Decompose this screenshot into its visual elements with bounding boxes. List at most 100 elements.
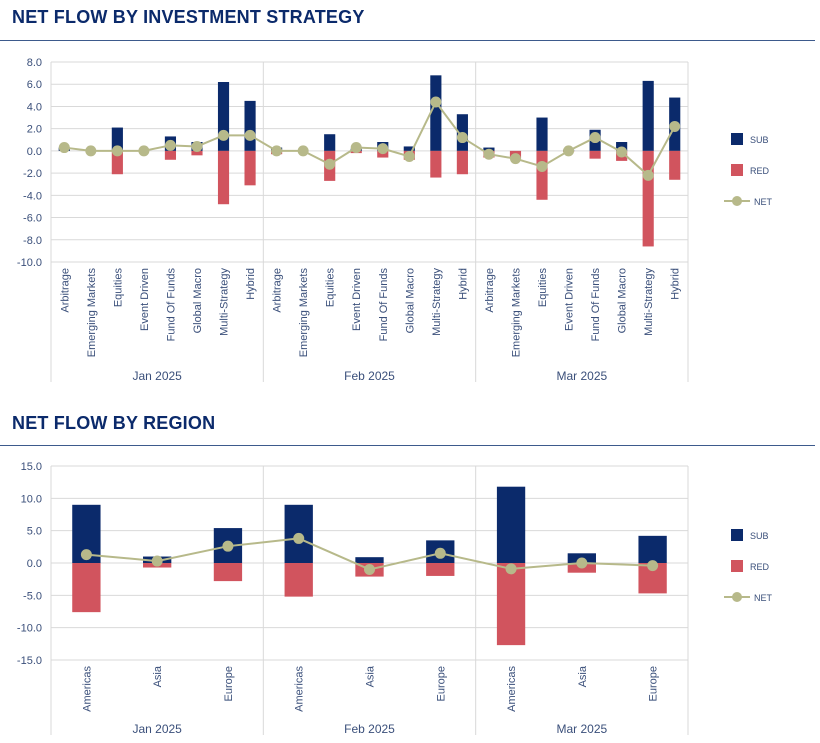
- legend-red-label: RED: [750, 166, 770, 176]
- net-point: [164, 139, 176, 151]
- net-point: [536, 160, 548, 172]
- net-point: [505, 563, 517, 575]
- y-tick-label: -2.0: [23, 168, 42, 180]
- category-tick-label: Multi-Strategy: [431, 268, 443, 336]
- legend-net-label: NET: [754, 593, 773, 603]
- sub-bar: [638, 535, 667, 563]
- red-bar: [191, 150, 203, 156]
- sub-bar: [244, 100, 256, 151]
- sub-bar: [496, 486, 526, 563]
- net-point: [293, 532, 305, 544]
- y-tick-label: 5.0: [27, 526, 42, 538]
- net-point: [271, 145, 283, 157]
- category-tick-label: Fund Of Funds: [165, 268, 177, 342]
- red-bar: [589, 150, 601, 159]
- category-tick-label: Emerging Markets: [86, 268, 98, 358]
- red-bar: [377, 150, 389, 158]
- legend-sub-label: SUB: [750, 135, 769, 145]
- category-tick-label: Hybrid: [245, 268, 257, 300]
- net-point: [58, 142, 70, 154]
- category-tick-label: Event Driven: [139, 268, 151, 331]
- category-tick-label: Multi-Strategy: [219, 268, 231, 336]
- net-point: [563, 145, 575, 157]
- net-point: [324, 158, 336, 170]
- category-tick-label: Arbitrage: [272, 268, 284, 313]
- group-label: Jan 2025: [132, 722, 182, 736]
- y-tick-label: 0.0: [27, 146, 42, 158]
- net-point: [509, 153, 521, 165]
- red-bar: [426, 563, 455, 576]
- category-tick-label: Global Macro: [617, 268, 629, 333]
- red-bar: [217, 150, 230, 205]
- net-point: [244, 129, 256, 141]
- strategy-section-title: NET FLOW BY INVESTMENT STRATEGY: [12, 7, 365, 27]
- net-point: [589, 132, 601, 144]
- category-tick-label: Europe: [435, 666, 447, 701]
- y-tick-label: 0.0: [27, 558, 42, 570]
- category-tick-label: Americas: [294, 666, 306, 712]
- category-tick-label: Event Driven: [564, 268, 576, 331]
- region-section-title: NET FLOW BY REGION: [12, 413, 216, 433]
- y-tick-label: -8.0: [23, 235, 42, 247]
- sub-bar: [430, 75, 442, 151]
- y-tick-label: 4.0: [27, 101, 42, 113]
- red-bar: [430, 150, 442, 178]
- net-point: [434, 547, 446, 559]
- sub-bar: [536, 117, 548, 151]
- category-tick-label: Americas: [81, 666, 93, 712]
- sub-bar: [616, 142, 628, 151]
- net-point: [111, 145, 123, 157]
- y-tick-label: 15.0: [21, 461, 42, 473]
- category-tick-label: Global Macro: [192, 268, 204, 333]
- red-bar: [456, 150, 468, 175]
- y-tick-label: 2.0: [27, 124, 42, 136]
- category-tick-label: Asia: [577, 665, 589, 687]
- category-tick-label: Emerging Markets: [510, 268, 522, 358]
- y-tick-label: -10.0: [17, 257, 42, 269]
- category-tick-label: Equities: [537, 268, 549, 308]
- net-point: [403, 150, 415, 162]
- net-point: [350, 142, 362, 154]
- red-bar: [284, 563, 313, 597]
- category-tick-label: Europe: [223, 666, 235, 701]
- net-point: [138, 145, 150, 157]
- net-point: [364, 563, 375, 575]
- net-point: [80, 549, 92, 561]
- y-tick-label: -10.0: [17, 623, 42, 635]
- category-tick-label: Multi-Strategy: [643, 268, 655, 336]
- category-tick-label: Hybrid: [457, 268, 469, 300]
- sub-bar: [642, 80, 654, 151]
- category-tick-label: Americas: [506, 666, 518, 712]
- category-tick-label: Fund Of Funds: [378, 268, 390, 342]
- red-bar: [111, 150, 123, 175]
- sub-bar: [355, 557, 384, 563]
- group-label: Jan 2025: [132, 369, 182, 383]
- y-tick-label: -4.0: [23, 190, 42, 202]
- legend-net-marker: [732, 592, 742, 602]
- legend-net-label: NET: [754, 197, 773, 207]
- category-tick-label: Equities: [112, 268, 124, 308]
- net-point: [669, 120, 681, 132]
- sub-bar: [324, 134, 336, 151]
- sub-bar: [111, 127, 123, 151]
- net-point: [377, 143, 389, 155]
- group-label: Feb 2025: [344, 722, 395, 736]
- y-tick-label: 10.0: [21, 493, 42, 505]
- category-tick-label: Event Driven: [351, 268, 363, 331]
- sub-bar: [403, 146, 415, 151]
- net-point: [218, 129, 230, 141]
- legend-red-swatch: [731, 164, 743, 176]
- y-tick-label: 8.0: [27, 57, 42, 69]
- red-bar: [72, 563, 101, 613]
- red-bar: [164, 150, 177, 160]
- category-tick-label: Global Macro: [404, 268, 416, 333]
- y-tick-label: 6.0: [27, 79, 42, 91]
- net-point: [191, 140, 203, 152]
- net-point: [222, 540, 234, 552]
- net-point: [85, 145, 97, 157]
- legend-red-label: RED: [750, 562, 770, 572]
- category-tick-label: Arbitrage: [484, 268, 496, 313]
- y-tick-label: -6.0: [23, 213, 42, 225]
- category-tick-label: Asia: [152, 665, 164, 687]
